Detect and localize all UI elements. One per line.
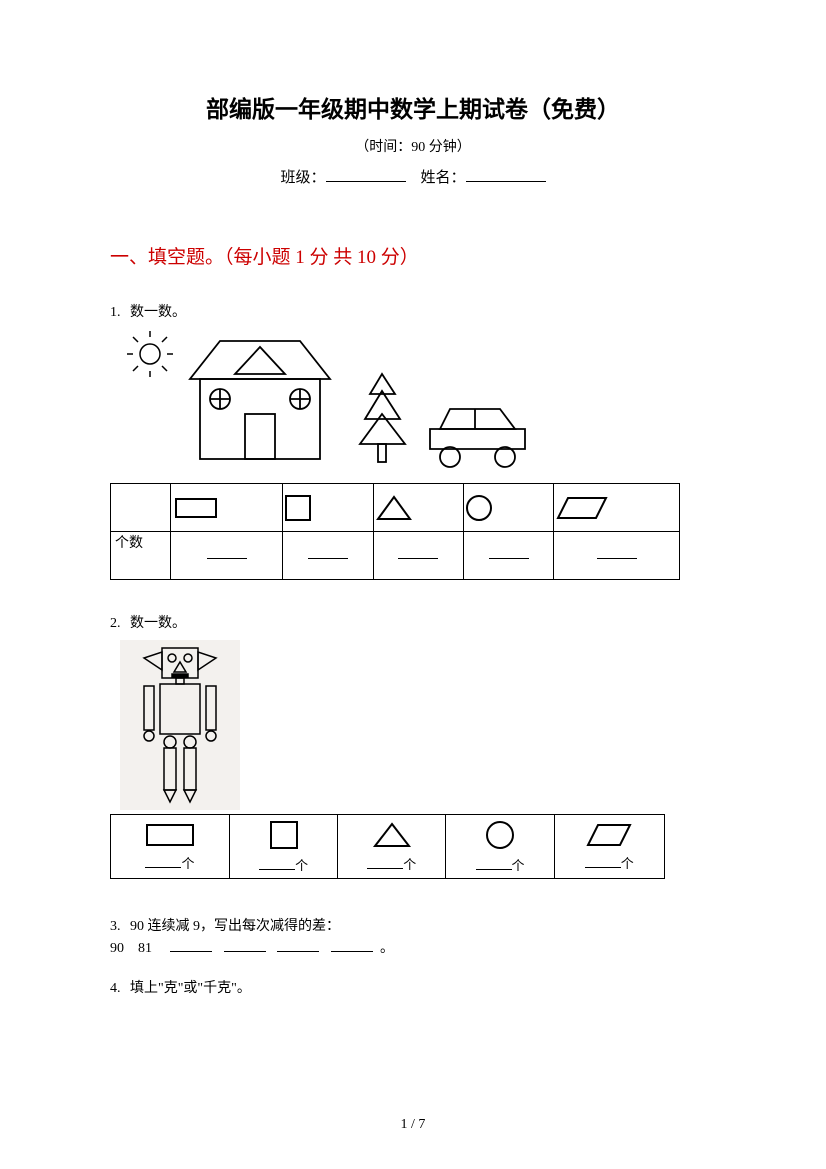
q2-robot-image (120, 640, 716, 810)
class-label: 班级： (280, 170, 325, 186)
question-2: 2. 数一数。 (110, 612, 716, 632)
q2-cell-para[interactable]: 个 (554, 815, 664, 879)
q1-blank-para[interactable] (554, 532, 680, 580)
q4-text: 填上"克"或"千克"。 (130, 981, 251, 996)
question-4: 4. 填上"克"或"千克"。 (110, 977, 716, 997)
circle-icon (464, 484, 554, 532)
parallelogram-icon (554, 484, 680, 532)
q2-cell-circ[interactable]: 个 (446, 815, 554, 879)
q1-text: 数一数。 (130, 305, 186, 320)
q2-number: 2. (110, 616, 121, 631)
name-label: 姓名： (421, 170, 466, 186)
q2-text: 数一数。 (130, 616, 186, 631)
q1-answer-table: 个数 (110, 483, 680, 580)
q2-answer-table: 个 个 个 个 个 (110, 814, 665, 879)
class-blank[interactable] (326, 168, 406, 182)
triangle-icon (373, 484, 463, 532)
student-info-line: 班级： 姓名： (110, 166, 716, 187)
q3-blank-4[interactable] (331, 942, 373, 952)
q1-scene-image (120, 329, 716, 479)
q3-blank-2[interactable] (224, 942, 266, 952)
page-number: 1 / 7 (0, 1117, 826, 1133)
q1-blank-tri[interactable] (373, 532, 463, 580)
q3-val-90: 90 (110, 941, 124, 956)
count-row-label: 个数 (111, 532, 171, 580)
q1-number: 1. (110, 305, 121, 320)
q3-blank-1[interactable] (170, 942, 212, 952)
q1-blank-circ[interactable] (464, 532, 554, 580)
q3-val-81: 81 (138, 941, 152, 956)
q2-cell-rect[interactable]: 个 (111, 815, 230, 879)
rectangle-icon (171, 484, 283, 532)
q3-number: 3. (110, 919, 121, 934)
section-1-heading: 一、填空题。（每小题 1 分 共 10 分） (110, 242, 716, 269)
q3-answer-line: 90 81 。 (110, 937, 716, 957)
question-1: 1. 数一数。 (110, 301, 716, 321)
question-3: 3. 90 连续减 9，写出每次减得的差： (110, 915, 716, 935)
square-icon (283, 484, 373, 532)
page-title: 部编版一年级期中数学上期试卷（免费） (110, 90, 716, 124)
q1-blank-sq[interactable] (283, 532, 373, 580)
q2-cell-tri[interactable]: 个 (338, 815, 446, 879)
q3-blank-3[interactable] (277, 942, 319, 952)
q2-cell-sq[interactable]: 个 (230, 815, 338, 879)
name-blank[interactable] (466, 168, 546, 182)
q4-number: 4. (110, 981, 121, 996)
time-subtitle: （时间：90 分钟） (110, 136, 716, 156)
q3-end: 。 (380, 941, 394, 956)
q3-text: 90 连续减 9，写出每次减得的差： (130, 919, 340, 934)
q1-blank-rect[interactable] (171, 532, 283, 580)
